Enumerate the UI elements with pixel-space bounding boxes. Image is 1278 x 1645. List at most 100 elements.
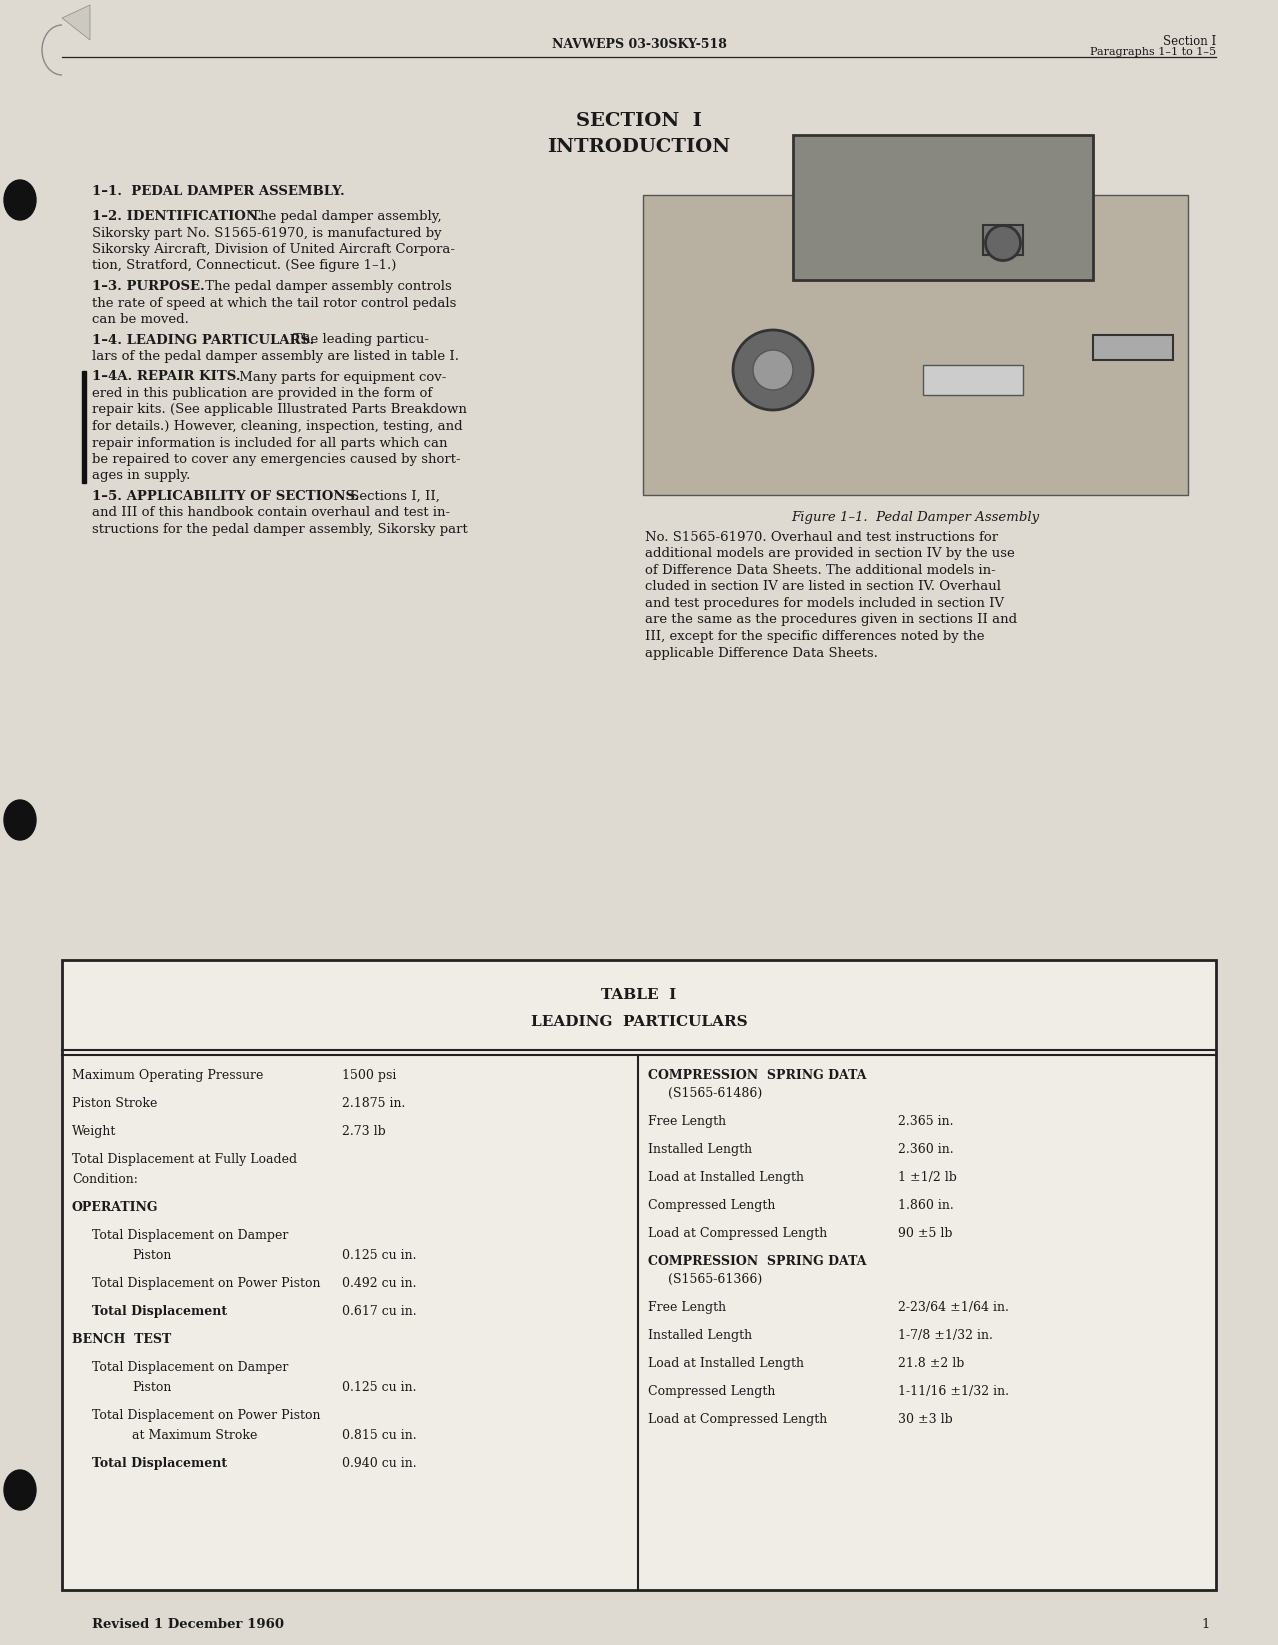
Text: Sikorsky Aircraft, Division of United Aircraft Corpora-: Sikorsky Aircraft, Division of United Ai… xyxy=(92,243,455,257)
Text: LEADING  PARTICULARS: LEADING PARTICULARS xyxy=(530,1015,748,1030)
Text: Total Displacement on Power Piston: Total Displacement on Power Piston xyxy=(92,1277,321,1290)
Text: 1: 1 xyxy=(1201,1619,1210,1630)
Text: Sikorsky part No. S1565-61970, is manufactured by: Sikorsky part No. S1565-61970, is manufa… xyxy=(92,227,442,240)
Bar xyxy=(923,365,1022,395)
Text: Many parts for equipment cov-: Many parts for equipment cov- xyxy=(235,370,446,383)
Text: Installed Length: Installed Length xyxy=(648,1329,753,1342)
Text: can be moved.: can be moved. xyxy=(92,313,189,326)
Text: of Difference Data Sheets. The additional models in-: of Difference Data Sheets. The additiona… xyxy=(645,564,996,577)
Text: Compressed Length: Compressed Length xyxy=(648,1385,776,1398)
Text: Piston: Piston xyxy=(132,1249,171,1262)
Text: Figure 1–1.  Pedal Damper Assembly: Figure 1–1. Pedal Damper Assembly xyxy=(791,512,1039,525)
Text: 0.815 cu in.: 0.815 cu in. xyxy=(343,1430,417,1443)
Text: Section I: Section I xyxy=(1163,35,1215,48)
Text: ages in supply.: ages in supply. xyxy=(92,469,190,482)
Text: Condition:: Condition: xyxy=(72,1173,138,1186)
Text: 2.360 in.: 2.360 in. xyxy=(898,1143,953,1156)
Text: COMPRESSION  SPRING DATA: COMPRESSION SPRING DATA xyxy=(648,1255,866,1268)
Text: INTRODUCTION: INTRODUCTION xyxy=(547,138,731,156)
Ellipse shape xyxy=(4,179,36,220)
Text: TABLE  I: TABLE I xyxy=(602,989,676,1002)
Text: tion, Stratford, Connecticut. (See figure 1–1.): tion, Stratford, Connecticut. (See figur… xyxy=(92,260,396,273)
Text: 1–1.  PEDAL DAMPER ASSEMBLY.: 1–1. PEDAL DAMPER ASSEMBLY. xyxy=(92,184,345,197)
Text: cluded in section IV are listed in section IV. Overhaul: cluded in section IV are listed in secti… xyxy=(645,581,1001,594)
Text: Total Displacement on Damper: Total Displacement on Damper xyxy=(92,1360,289,1374)
Text: 30 ±3 lb: 30 ±3 lb xyxy=(898,1413,953,1426)
Text: (S1565-61486): (S1565-61486) xyxy=(668,1087,762,1101)
Text: Load at Compressed Length: Load at Compressed Length xyxy=(648,1227,827,1240)
Polygon shape xyxy=(63,5,89,39)
Text: ered in this publication are provided in the form of: ered in this publication are provided in… xyxy=(92,387,432,400)
Text: 2.1875 in.: 2.1875 in. xyxy=(343,1097,405,1110)
Text: 1 ±1/2 lb: 1 ±1/2 lb xyxy=(898,1171,957,1184)
Text: 90 ±5 lb: 90 ±5 lb xyxy=(898,1227,952,1240)
Text: and test procedures for models included in section IV: and test procedures for models included … xyxy=(645,597,1005,610)
Text: 1-7/8 ±1/32 in.: 1-7/8 ±1/32 in. xyxy=(898,1329,993,1342)
Text: Maximum Operating Pressure: Maximum Operating Pressure xyxy=(72,1069,263,1082)
Text: No. S1565-61970. Overhaul and test instructions for: No. S1565-61970. Overhaul and test instr… xyxy=(645,531,998,544)
Text: The pedal damper assembly,: The pedal damper assembly, xyxy=(247,211,442,224)
Text: and III of this handbook contain overhaul and test in-: and III of this handbook contain overhau… xyxy=(92,507,450,520)
Text: SECTION  I: SECTION I xyxy=(576,112,702,130)
Text: 1–4A. REPAIR KITS.: 1–4A. REPAIR KITS. xyxy=(92,370,240,383)
Bar xyxy=(794,135,1093,280)
Text: are the same as the procedures given in sections II and: are the same as the procedures given in … xyxy=(645,614,1017,627)
Text: Paragraphs 1–1 to 1–5: Paragraphs 1–1 to 1–5 xyxy=(1090,48,1215,58)
Text: applicable Difference Data Sheets.: applicable Difference Data Sheets. xyxy=(645,646,878,660)
Bar xyxy=(63,961,1215,1591)
Text: Load at Compressed Length: Load at Compressed Length xyxy=(648,1413,827,1426)
Text: 2-23/64 ±1/64 in.: 2-23/64 ±1/64 in. xyxy=(898,1301,1008,1314)
Text: Free Length: Free Length xyxy=(648,1115,726,1128)
Text: III, except for the specific differences noted by the: III, except for the specific differences… xyxy=(645,630,984,643)
Text: Compressed Length: Compressed Length xyxy=(648,1199,776,1212)
Text: 1–3. PURPOSE.: 1–3. PURPOSE. xyxy=(92,280,204,293)
Text: 2.73 lb: 2.73 lb xyxy=(343,1125,386,1138)
Text: Load at Installed Length: Load at Installed Length xyxy=(648,1357,804,1370)
Text: Load at Installed Length: Load at Installed Length xyxy=(648,1171,804,1184)
Text: Total Displacement: Total Displacement xyxy=(92,1304,227,1318)
Bar xyxy=(82,370,86,484)
Text: structions for the pedal damper assembly, Sikorsky part: structions for the pedal damper assembly… xyxy=(92,523,468,536)
Text: additional models are provided in section IV by the use: additional models are provided in sectio… xyxy=(645,548,1015,561)
Text: lars of the pedal damper assembly are listed in table I.: lars of the pedal damper assembly are li… xyxy=(92,350,459,364)
Text: repair information is included for all parts which can: repair information is included for all p… xyxy=(92,436,447,449)
Text: 1-11/16 ±1/32 in.: 1-11/16 ±1/32 in. xyxy=(898,1385,1010,1398)
Text: 1–5. APPLICABILITY OF SECTIONS.: 1–5. APPLICABILITY OF SECTIONS. xyxy=(92,490,359,503)
Text: Weight: Weight xyxy=(72,1125,116,1138)
Ellipse shape xyxy=(753,350,794,390)
Ellipse shape xyxy=(4,1471,36,1510)
Text: Piston Stroke: Piston Stroke xyxy=(72,1097,157,1110)
Text: 21.8 ±2 lb: 21.8 ±2 lb xyxy=(898,1357,965,1370)
Ellipse shape xyxy=(4,799,36,841)
Text: for details.) However, cleaning, inspection, testing, and: for details.) However, cleaning, inspect… xyxy=(92,419,463,433)
Text: The leading particu-: The leading particu- xyxy=(289,334,429,347)
Text: Piston: Piston xyxy=(132,1382,171,1393)
Text: 0.617 cu in.: 0.617 cu in. xyxy=(343,1304,417,1318)
Text: Total Displacement on Damper: Total Displacement on Damper xyxy=(92,1229,289,1242)
Text: OPERATING: OPERATING xyxy=(72,1201,158,1214)
Text: Revised 1 December 1960: Revised 1 December 1960 xyxy=(92,1619,284,1630)
Text: Total Displacement at Fully Loaded: Total Displacement at Fully Loaded xyxy=(72,1153,296,1166)
Text: 0.940 cu in.: 0.940 cu in. xyxy=(343,1457,417,1471)
Text: (S1565-61366): (S1565-61366) xyxy=(668,1273,762,1286)
Text: the rate of speed at which the tail rotor control pedals: the rate of speed at which the tail roto… xyxy=(92,296,456,309)
Text: at Maximum Stroke: at Maximum Stroke xyxy=(132,1430,257,1443)
Text: repair kits. (See applicable Illustrated Parts Breakdown: repair kits. (See applicable Illustrated… xyxy=(92,403,466,416)
Text: Total Displacement on Power Piston: Total Displacement on Power Piston xyxy=(92,1410,321,1421)
Bar xyxy=(1093,336,1173,360)
Text: 1–4. LEADING PARTICULARS.: 1–4. LEADING PARTICULARS. xyxy=(92,334,314,347)
Text: Free Length: Free Length xyxy=(648,1301,726,1314)
Text: 1500 psi: 1500 psi xyxy=(343,1069,396,1082)
Bar xyxy=(983,225,1022,255)
Text: BENCH  TEST: BENCH TEST xyxy=(72,1332,171,1346)
Text: COMPRESSION  SPRING DATA: COMPRESSION SPRING DATA xyxy=(648,1069,866,1082)
Text: Sections I, II,: Sections I, II, xyxy=(346,490,440,503)
Text: NAVWEPS 03-30SKY-518: NAVWEPS 03-30SKY-518 xyxy=(552,38,726,51)
Text: Total Displacement: Total Displacement xyxy=(92,1457,227,1471)
Text: 0.125 cu in.: 0.125 cu in. xyxy=(343,1382,417,1393)
Text: Installed Length: Installed Length xyxy=(648,1143,753,1156)
Ellipse shape xyxy=(985,225,1021,260)
Text: 1–2. IDENTIFICATION.: 1–2. IDENTIFICATION. xyxy=(92,211,262,224)
Text: 0.492 cu in.: 0.492 cu in. xyxy=(343,1277,417,1290)
Text: The pedal damper assembly controls: The pedal damper assembly controls xyxy=(201,280,451,293)
